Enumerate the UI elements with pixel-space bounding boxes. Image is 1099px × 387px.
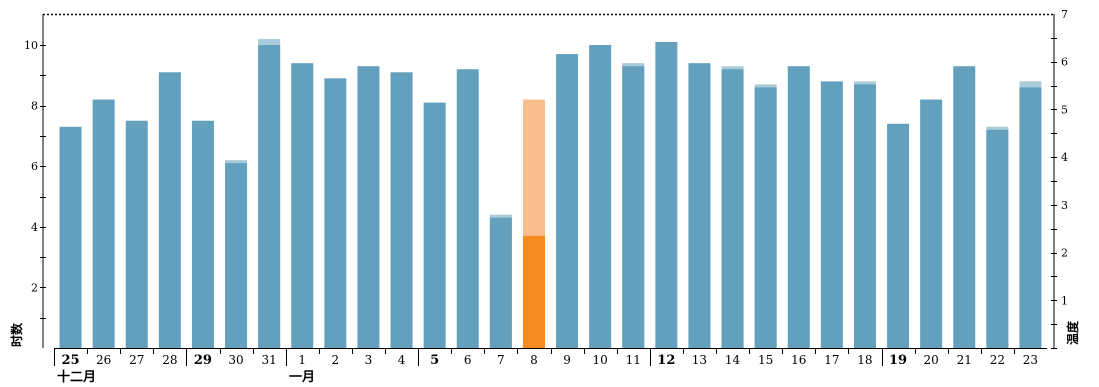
x-tick-label-15: 15	[758, 353, 773, 367]
x-tick-label-27: 27	[129, 353, 144, 367]
bar-16	[787, 66, 810, 349]
x-tick-label-31: 31	[262, 353, 277, 367]
bar-19	[887, 123, 910, 348]
x-tick-label-1: 1	[298, 353, 306, 367]
bar-8	[522, 235, 545, 348]
x-tick-label-6: 6	[464, 353, 472, 367]
x-tick-label-22: 22	[990, 353, 1005, 367]
x-tick-label-14: 14	[725, 353, 741, 367]
x-tick-label-16: 16	[791, 353, 806, 367]
x-tick-label-11: 11	[626, 353, 641, 367]
x-tick-label-30: 30	[228, 353, 243, 367]
y-left-tick-label-4: 4	[31, 221, 38, 234]
x-tick-label-12: 12	[657, 353, 675, 368]
y-right-tick-label-4: 4	[1061, 151, 1068, 164]
bar-20	[920, 99, 943, 348]
x-tick-label-9: 9	[563, 353, 571, 367]
x-tick-label-7: 7	[497, 353, 505, 367]
bar-21	[953, 66, 976, 349]
y-right-tick-label-3: 3	[1061, 199, 1068, 212]
x-tick-label-10: 10	[593, 353, 608, 367]
bar-17	[820, 81, 843, 349]
bar-12	[655, 41, 678, 348]
bars-layer	[59, 38, 1042, 349]
bar-10	[589, 45, 612, 348]
x-tick-label-5: 5	[430, 353, 439, 368]
month-label-1: 一月	[289, 370, 315, 383]
bar-27	[125, 120, 148, 348]
bar-30	[225, 163, 248, 348]
x-tick-label-21: 21	[957, 353, 972, 367]
x-tick-label-20: 20	[924, 353, 939, 367]
x-tick-label-26: 26	[96, 353, 111, 367]
x-tick-label-13: 13	[692, 353, 707, 367]
x-tick-label-8: 8	[530, 353, 538, 367]
y-right-tick-label-2: 2	[1061, 247, 1068, 260]
x-tick-label-18: 18	[857, 353, 872, 367]
x-tick-label-19: 19	[889, 353, 907, 368]
bar-5	[423, 102, 446, 348]
bar-7	[489, 217, 512, 348]
x-tick-label-17: 17	[824, 353, 839, 367]
bar-6	[456, 69, 479, 349]
bar-29	[191, 120, 214, 348]
bar-18	[853, 84, 876, 348]
bar-3	[357, 66, 380, 349]
x-tick-label-4: 4	[398, 353, 406, 367]
x-tick-label-23: 23	[1023, 353, 1038, 367]
y-axis-left-title: 时数	[9, 322, 24, 347]
x-tick-label-3: 3	[365, 353, 373, 367]
bar-4	[390, 72, 413, 349]
y-left-tick-label-2: 2	[31, 281, 38, 294]
bar-25	[59, 126, 82, 348]
bar-31	[258, 45, 281, 348]
bar-1	[291, 63, 314, 349]
bar-26	[92, 99, 115, 348]
bar-9	[556, 54, 579, 349]
bar-15	[754, 87, 777, 349]
bar-23	[1019, 87, 1042, 349]
bar-2	[324, 78, 347, 348]
y-right-tick-label-5: 5	[1061, 103, 1068, 116]
x-tick-label-28: 28	[162, 353, 177, 367]
x-tick-label-29: 29	[194, 353, 212, 368]
bar-14	[721, 69, 744, 349]
y-right-tick-label-7: 7	[1061, 8, 1068, 21]
bar-11	[622, 66, 645, 349]
bar-22	[986, 129, 1009, 348]
bar-28	[158, 72, 181, 349]
y-left-tick-label-10: 10	[24, 39, 38, 52]
month-label-0: 十二月	[57, 369, 96, 383]
y-right-tick-label-1: 1	[1061, 294, 1068, 307]
y-right-tick-label-6: 6	[1061, 56, 1068, 69]
y-axis-right-title: 温度	[1065, 320, 1080, 345]
bar-13	[688, 63, 711, 349]
y-left-tick-label-8: 8	[31, 100, 38, 113]
x-tick-label-25: 25	[62, 353, 80, 368]
y-left-tick-label-6: 6	[31, 160, 38, 173]
x-tick-label-2: 2	[332, 353, 340, 367]
